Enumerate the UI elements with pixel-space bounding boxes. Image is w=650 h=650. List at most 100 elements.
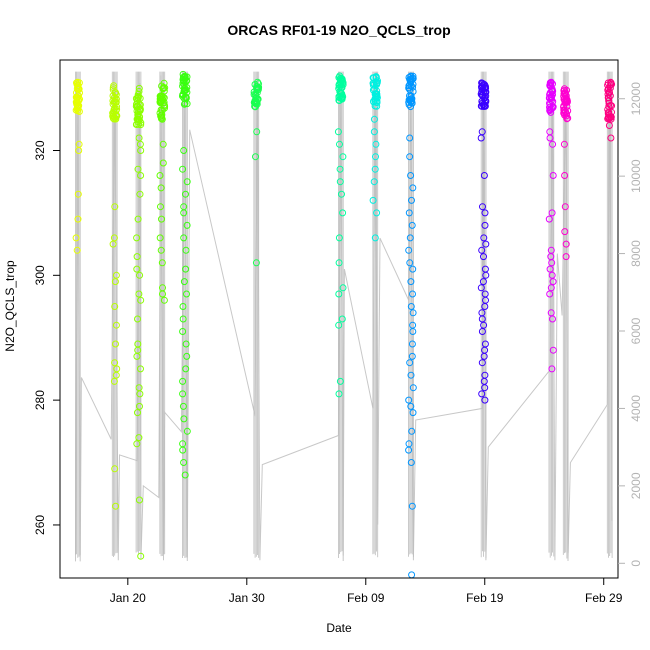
data-point: [180, 81, 188, 89]
data-point: [547, 284, 555, 292]
data-point: [182, 340, 190, 348]
data-point: [182, 190, 189, 198]
data-point: [480, 253, 487, 261]
data-point: [477, 134, 485, 142]
data-point: [369, 79, 377, 87]
data-point: [336, 140, 343, 148]
data-point: [160, 79, 168, 87]
data-point: [73, 105, 81, 113]
data-point: [182, 265, 190, 273]
data-point: [546, 134, 554, 142]
data-point: [479, 203, 486, 211]
data-point: [607, 134, 615, 142]
data-point: [133, 352, 141, 360]
data-point: [405, 446, 413, 454]
data-point: [339, 284, 347, 292]
data-point: [546, 265, 554, 273]
data-point: [250, 99, 258, 107]
data-point: [605, 114, 612, 122]
data-point: [607, 101, 614, 109]
data-point: [480, 172, 488, 179]
data-point: [111, 278, 119, 286]
data-point: [372, 73, 380, 81]
data-point: [407, 78, 415, 86]
data-point: [109, 240, 117, 248]
data-point: [183, 221, 191, 229]
data-point: [134, 111, 142, 119]
data-point: [407, 303, 415, 310]
data-point: [160, 296, 168, 304]
data-point: [478, 83, 485, 91]
data-point: [179, 377, 187, 385]
data-point: [157, 203, 164, 211]
data-point: [159, 140, 167, 148]
data-point: [134, 215, 142, 223]
data-point: [253, 128, 261, 136]
data-point: [135, 84, 143, 92]
y2-tick-label: 2000: [629, 472, 643, 499]
data-point: [335, 321, 343, 329]
data-point: [605, 122, 613, 129]
data-point: [111, 303, 119, 310]
data-point: [482, 240, 490, 248]
data-point: [482, 83, 489, 90]
data-point: [547, 93, 555, 101]
data-point: [136, 496, 143, 504]
data-point: [480, 352, 488, 360]
data-point: [110, 99, 118, 107]
data-point: [158, 259, 166, 267]
data-point: [134, 315, 141, 323]
y2-tick-label: 10000: [629, 159, 643, 193]
data-point: [160, 84, 167, 91]
data-point: [73, 246, 81, 254]
data-point: [370, 128, 378, 136]
data-point: [336, 178, 344, 186]
data-point: [133, 253, 141, 261]
y2-tick-label: 4000: [629, 395, 643, 422]
y-tick-label: 280: [33, 390, 47, 410]
data-point: [480, 234, 488, 242]
data-point: [183, 290, 190, 298]
data-point: [561, 99, 569, 107]
data-point: [136, 190, 144, 198]
data-point: [371, 102, 379, 110]
data-point: [409, 409, 417, 417]
data-point: [607, 79, 615, 87]
data-point: [370, 115, 378, 123]
data-point: [75, 147, 83, 154]
data-point: [183, 178, 191, 186]
data-point: [335, 97, 343, 104]
y2-tick-label: 6000: [629, 317, 643, 344]
data-point: [478, 88, 486, 96]
data-point: [336, 165, 344, 173]
data-point: [133, 234, 141, 242]
data-point: [157, 93, 165, 101]
data-point: [605, 111, 613, 119]
y-tick-label: 260: [33, 515, 47, 535]
data-point: [548, 365, 556, 373]
data-point: [74, 190, 82, 198]
data-point: [181, 99, 189, 107]
data-point: [179, 303, 187, 310]
data-point: [157, 246, 165, 254]
data-point: [479, 99, 487, 107]
data-point: [111, 203, 119, 211]
data-point: [405, 396, 413, 404]
data-point: [179, 315, 187, 323]
data-point: [179, 79, 187, 87]
data-point: [137, 172, 145, 179]
data-point: [181, 73, 189, 81]
data-point: [335, 259, 343, 267]
data-point: [180, 415, 188, 423]
data-point: [604, 115, 612, 123]
data-point: [409, 290, 416, 298]
data-point: [478, 328, 486, 335]
data-point: [136, 271, 144, 279]
data-point: [562, 253, 570, 261]
data-point: [337, 74, 345, 82]
data-point: [546, 290, 554, 298]
data-point: [179, 165, 187, 173]
data-point: [409, 83, 417, 91]
data-point: [369, 196, 377, 204]
